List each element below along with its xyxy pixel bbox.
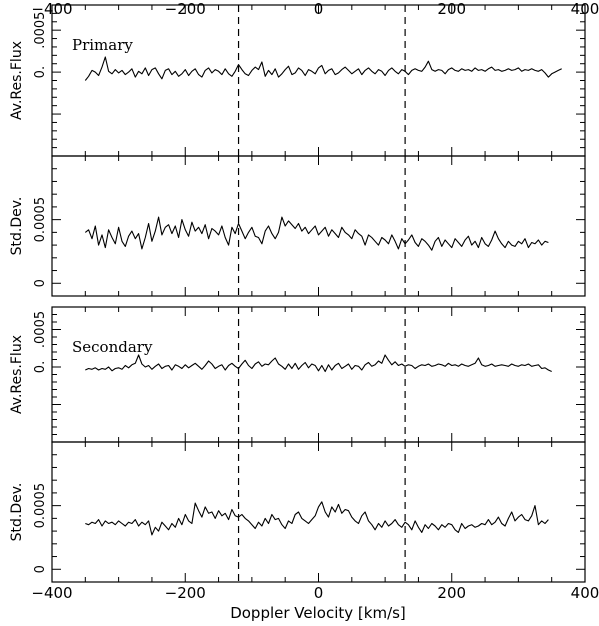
y-tick-label: 0	[33, 565, 48, 573]
x-axis-label: Doppler Velocity [km/s]	[230, 604, 406, 622]
x-tick-label-top: −400	[31, 0, 72, 18]
y-axis-label: Std.Dev.	[9, 197, 25, 256]
panel-frame-secondary-std	[51, 441, 586, 583]
y-tick-label: 0.0005	[33, 197, 48, 243]
y-tick-label: 0.0005	[33, 483, 48, 529]
x-tick-label-bottom: 400	[571, 584, 599, 602]
x-tick-label-bottom: 200	[437, 584, 466, 602]
x-tick-label-top: 0	[314, 0, 324, 18]
y-axis-label: Std.Dev.	[9, 483, 25, 542]
x-tick-label-bottom: 0	[314, 584, 324, 602]
y-axis-label: Av.Res.Flux	[9, 335, 25, 414]
y-tick-label: .0005	[33, 311, 48, 348]
y-tick-label: .0005	[33, 12, 48, 49]
panel-frame-primary-std	[51, 155, 586, 297]
panel-label: Primary	[72, 36, 133, 54]
series-line-secondary-std	[85, 501, 549, 536]
x-tick-label-top: 200	[437, 0, 466, 18]
panel-frame-primary-flux	[51, 4, 586, 157]
x-tick-label-top: −200	[165, 0, 206, 18]
series-line-primary-std	[84, 216, 549, 251]
y-tick-label: 0	[33, 279, 48, 287]
x-tick-label-bottom: −200	[165, 584, 206, 602]
series-line-primary-flux	[84, 56, 562, 81]
y-tick-label: 0.	[33, 361, 48, 373]
x-tick-label-top: 400	[571, 0, 599, 18]
series-line-secondary-flux	[85, 354, 552, 373]
panel-frame-secondary-flux	[51, 306, 586, 443]
panel-label: Secondary	[72, 338, 153, 356]
x-tick-label-bottom: −400	[31, 584, 72, 602]
y-tick-label: 0.	[33, 66, 48, 78]
y-axis-label: Av.Res.Flux	[9, 41, 25, 120]
